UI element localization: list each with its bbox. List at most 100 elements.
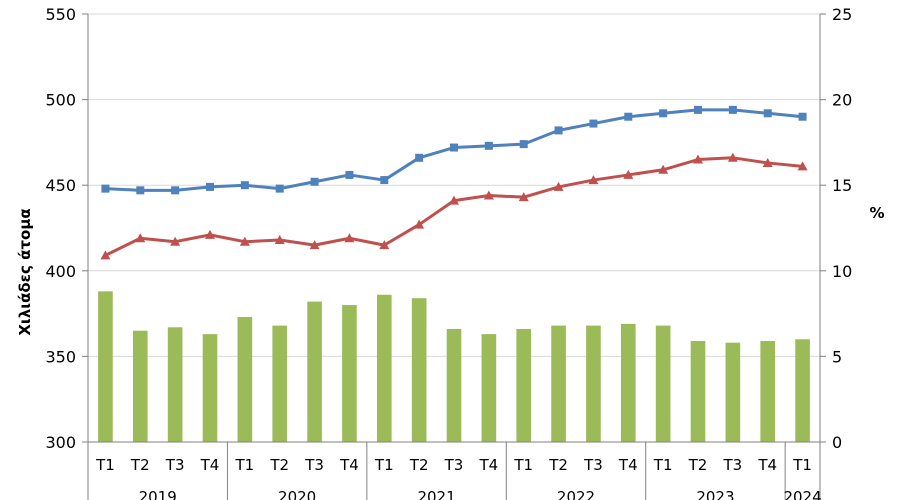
year-label: 2020: [278, 488, 316, 500]
line-point-square: [554, 126, 563, 135]
year-label: 2024: [783, 488, 821, 500]
bar: [202, 334, 218, 442]
line-point-triangle: [762, 157, 773, 167]
category-label: T1: [95, 456, 115, 474]
line-point-square: [589, 119, 598, 128]
bar: [551, 325, 566, 442]
category-label: T4: [757, 456, 777, 474]
left-tick-label: 300: [45, 433, 76, 452]
category-label: T3: [444, 456, 464, 474]
year-label: 2022: [557, 488, 595, 500]
axis-labels: 300 350 400 450 500 550 0 5 10 15 20 25 T1 T2 T3 T4 T1 T2…: [45, 5, 852, 500]
year-label: 2019: [139, 488, 177, 500]
category-label: T4: [618, 456, 638, 474]
bar: [725, 342, 741, 442]
category-label: T2: [688, 456, 708, 474]
bar: [307, 301, 322, 442]
bar: [237, 317, 253, 442]
line-point-triangle: [658, 164, 669, 174]
y-axis-right-title: %: [869, 204, 884, 222]
line-point-triangle: [623, 169, 634, 179]
bar: [655, 325, 671, 442]
line-point-square: [763, 109, 772, 118]
axes: [82, 13, 826, 500]
line-series: [100, 105, 808, 260]
right-tick-label: 15: [832, 176, 852, 195]
bar: [342, 305, 357, 442]
bar: [376, 294, 392, 442]
line-point-square: [240, 181, 249, 190]
category-label: T4: [200, 456, 220, 474]
line-point-square: [415, 153, 424, 162]
line-point-square: [450, 143, 458, 152]
line-point-square: [728, 105, 737, 114]
bar: [586, 325, 601, 442]
category-label: T2: [548, 456, 568, 474]
line-point-triangle: [344, 233, 355, 243]
series-line: [104, 156, 803, 257]
line-point-triangle: [309, 240, 320, 250]
right-tick-label: 25: [832, 5, 852, 24]
line-point-square: [345, 170, 354, 179]
line-point-triangle: [449, 195, 459, 205]
line-point-triangle: [135, 233, 146, 243]
bar: [690, 340, 706, 442]
line-point-triangle: [170, 236, 181, 246]
bar: [795, 339, 810, 442]
line-point-square: [101, 184, 110, 193]
right-tick-label: 10: [832, 262, 852, 281]
line-point-triangle: [797, 161, 808, 171]
bar: [481, 334, 497, 442]
category-label: T1: [513, 456, 533, 474]
bar-series: [98, 291, 810, 442]
bar: [760, 340, 776, 442]
bar: [446, 329, 462, 442]
line-point-square: [275, 184, 284, 193]
line-point-triangle: [274, 234, 285, 244]
left-tick-label: 550: [45, 5, 76, 24]
line-point-triangle: [553, 181, 564, 191]
bar: [516, 329, 532, 442]
bar: [411, 298, 427, 442]
line-point-triangle: [205, 229, 215, 239]
bar: [620, 323, 636, 442]
line-point-triangle: [239, 236, 250, 246]
left-tick-label: 350: [45, 347, 76, 366]
right-tick-label: 20: [832, 91, 852, 110]
line-point-square: [310, 177, 319, 186]
line-point-square: [519, 140, 528, 149]
category-label: T1: [374, 456, 394, 474]
gridlines: [88, 13, 820, 357]
line-point-triangle: [518, 192, 529, 202]
line-point-triangle: [100, 250, 111, 260]
line-point-square: [380, 176, 389, 185]
left-tick-label: 450: [45, 176, 76, 195]
line-point-square: [206, 182, 214, 191]
line-point-triangle: [693, 154, 703, 164]
category-label: T2: [269, 456, 289, 474]
line-point-triangle: [379, 240, 390, 250]
left-tick-label: 500: [45, 91, 76, 110]
line-point-square: [659, 109, 668, 118]
line-point-triangle: [727, 152, 738, 162]
line-point-square: [484, 141, 493, 150]
category-label: T4: [478, 456, 498, 474]
bar: [167, 327, 183, 442]
category-label: T1: [234, 456, 254, 474]
line-point-square: [136, 186, 145, 195]
category-label: T1: [653, 456, 673, 474]
line-point-triangle: [483, 190, 494, 200]
line-point-square: [694, 105, 702, 114]
y-axis-left-title: Χιλιάδες άτομα: [16, 208, 34, 335]
line-point-square: [171, 186, 180, 195]
line-point-square: [798, 112, 807, 121]
year-label: 2023: [696, 488, 734, 500]
right-tick-label: 5: [832, 347, 842, 366]
category-label: T3: [583, 456, 603, 474]
category-label: T3: [165, 456, 185, 474]
category-label: T1: [792, 456, 812, 474]
left-tick-label: 400: [45, 262, 76, 281]
category-label: T2: [130, 456, 150, 474]
right-tick-label: 0: [832, 433, 842, 452]
